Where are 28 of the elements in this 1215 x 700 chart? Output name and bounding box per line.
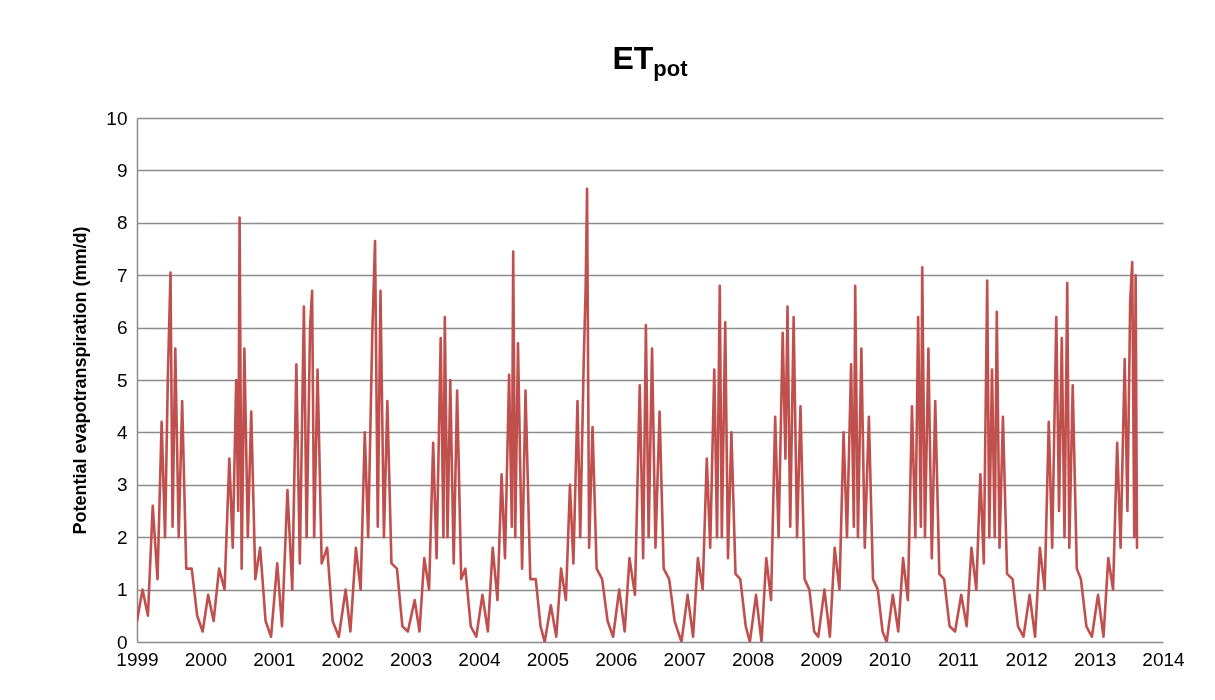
x-tick-label: 2001 bbox=[253, 648, 296, 670]
chart-title: ET$_{pot}$ bbox=[611, 40, 689, 83]
x-tick-label: 2014 bbox=[1142, 648, 1186, 670]
x-tick-label: 2011 bbox=[937, 648, 979, 670]
line-series bbox=[137, 187, 1139, 642]
x-tick-label: 2000 bbox=[184, 648, 228, 670]
x-tick-label: 2007 bbox=[663, 648, 706, 670]
x-tick-label: 2003 bbox=[389, 648, 433, 670]
x-tick-label: 2004 bbox=[458, 648, 502, 670]
x-tick-label: 2010 bbox=[868, 648, 912, 670]
y-tick-label: 10 bbox=[106, 107, 128, 129]
y-tick-label: 1 bbox=[116, 579, 128, 601]
x-tick-label: 2012 bbox=[1005, 648, 1048, 670]
y-tick-label: 5 bbox=[116, 369, 128, 391]
y-tick-label: 9 bbox=[116, 159, 128, 181]
x-tick-label: 2013 bbox=[1073, 648, 1117, 670]
x-tick-label: 2002 bbox=[321, 648, 364, 670]
y-tick-label: 3 bbox=[116, 474, 128, 496]
x-tick-label: 2006 bbox=[595, 648, 638, 670]
y-tick-label: 8 bbox=[116, 212, 128, 234]
y-tick-label: 6 bbox=[116, 317, 128, 339]
x-tick-label: 2009 bbox=[800, 648, 843, 670]
x-tick-label: 2005 bbox=[526, 648, 570, 670]
x-tick-label: 2008 bbox=[731, 648, 775, 670]
y-axis-title: Potential evapotranspiration (mm/d) bbox=[70, 226, 91, 535]
y-tick-label: 2 bbox=[116, 526, 128, 548]
y-tick-label: 4 bbox=[116, 421, 128, 443]
y-tick-label: 7 bbox=[116, 264, 128, 286]
